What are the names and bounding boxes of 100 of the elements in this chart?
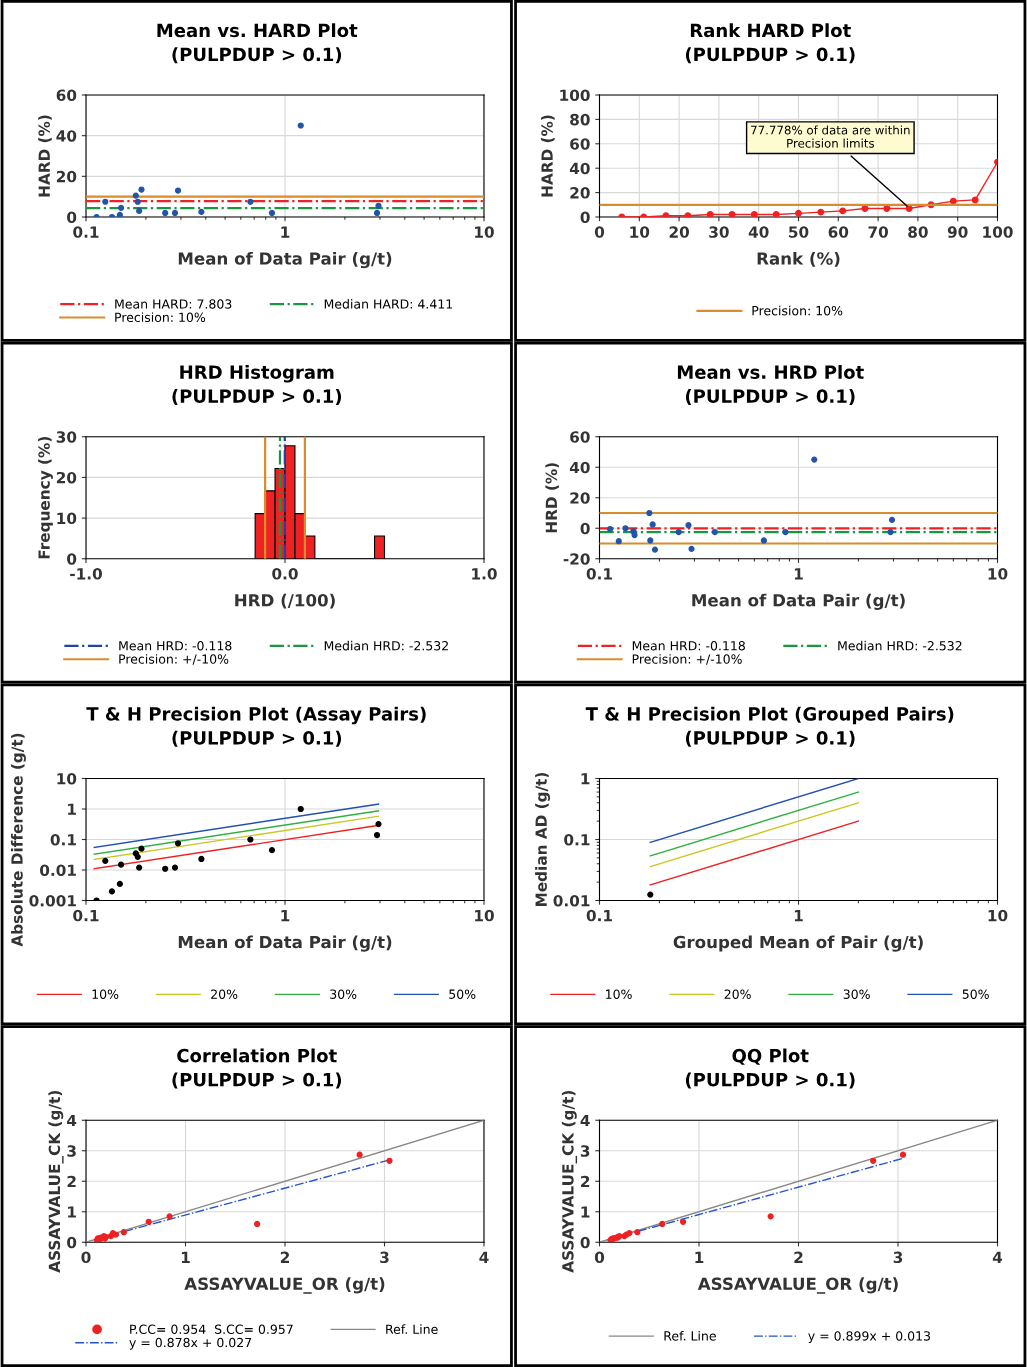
- x-tick-label: -1.0: [70, 568, 102, 580]
- y-tick-label: 20: [56, 471, 77, 484]
- chart-title: QQ Plot: [732, 1048, 809, 1065]
- x-tick-label: 10: [475, 226, 494, 238]
- chart-subtitle: (PULPDUP > 0.1): [172, 730, 342, 747]
- y-tick-label: 40: [569, 162, 590, 175]
- y-tick-label: 80: [570, 113, 590, 126]
- x-axis-title: Mean of Data Pair (g/t): [178, 251, 392, 269]
- x-tick-label: 10: [630, 226, 650, 238]
- y-tick-label: 4: [580, 1114, 590, 1127]
- y-tick-label: -20: [563, 553, 590, 565]
- legend-label: 50%: [449, 989, 476, 999]
- x-tick-label: 70: [868, 226, 888, 238]
- x-tick-label: 90: [947, 226, 968, 238]
- chart-subtitle: (PULPDUP > 0.1): [172, 47, 342, 64]
- y-tick-label: 4: [67, 1114, 77, 1127]
- y-tick-label: 0: [67, 1236, 77, 1249]
- y-tick-label: 60: [570, 138, 590, 150]
- chart-subtitle: (PULPDUP > 0.1): [685, 1072, 855, 1089]
- x-tick-label: 1: [794, 568, 803, 580]
- legend-label: Median HRD: -2.532: [838, 640, 962, 651]
- chart-subtitle: (PULPDUP > 0.1): [685, 730, 855, 747]
- y-tick-label: 20: [570, 492, 590, 504]
- x-axis-title: Mean of Data Pair (g/t): [692, 593, 905, 610]
- y-axis-title: HRD (%): [545, 463, 559, 533]
- legend-label: y = 0.878x + 0.027: [129, 1337, 252, 1350]
- chart-subtitle: (PULPDUP > 0.1): [172, 389, 342, 406]
- x-tick-label: 20: [669, 226, 689, 238]
- legend-label: 50%: [962, 989, 989, 999]
- x-tick-label: 0: [594, 226, 605, 238]
- y-tick-label: 0: [580, 1236, 590, 1249]
- x-tick-label: 0.0: [272, 568, 298, 580]
- x-tick-label: 1: [181, 1251, 190, 1263]
- y-tick-label: 0: [67, 211, 77, 224]
- chart-subtitle: (PULPDUP > 0.1): [172, 1072, 342, 1089]
- y-tick-label: 60: [570, 431, 590, 443]
- chart-subtitle: (PULPDUP > 0.1): [685, 47, 855, 64]
- x-axis-title: Grouped Mean of Pair (g/t): [673, 935, 923, 952]
- chart-title: Mean vs. HRD Plot: [677, 365, 864, 379]
- legend-label: 20%: [211, 989, 238, 999]
- y-axis-title: Frequency (%): [38, 437, 53, 559]
- x-tick-label: 0: [81, 1251, 91, 1264]
- x-tick-label: 1: [281, 910, 290, 922]
- chart-subtitle: (PULPDUP > 0.1): [685, 389, 855, 406]
- x-axis-title: ASSAYVALUE_OR (g/t): [184, 1277, 385, 1294]
- x-tick-label: 3: [380, 1251, 389, 1264]
- y-tick-label: 100: [560, 89, 590, 102]
- x-axis-title: Rank (%): [757, 251, 840, 267]
- legend-label: Median HARD: 4.411: [324, 299, 453, 309]
- x-tick-label: 40: [748, 226, 769, 238]
- y-tick-label: 1: [581, 773, 590, 785]
- y-axis-title: HARD (%): [38, 115, 52, 197]
- y-tick-label: 0.01: [553, 894, 590, 907]
- x-tick-label: 80: [908, 226, 928, 238]
- x-tick-label: 1: [794, 910, 803, 922]
- y-tick-label: 0: [67, 553, 77, 565]
- legend-label: 10%: [92, 989, 119, 999]
- y-axis-title: ASSAYVALUE_CK (g/t): [561, 1091, 578, 1273]
- x-axis-title: Mean of Data Pair (g/t): [178, 935, 392, 952]
- x-axis-title: ASSAYVALUE_OR (g/t): [697, 1277, 898, 1294]
- y-tick-label: 20: [56, 170, 77, 183]
- y-tick-label: 0.001: [29, 894, 76, 907]
- legend-label: Precision: +/-10%: [119, 654, 229, 665]
- x-tick-label: 10: [475, 909, 494, 922]
- y-tick-label: 1: [68, 1206, 76, 1218]
- legend-label: Precision: 10%: [115, 312, 206, 323]
- chart-title: HRD Histogram: [180, 364, 334, 383]
- y-tick-label: 1: [68, 803, 76, 815]
- x-tick-label: 4: [479, 1251, 489, 1263]
- y-tick-label: 3: [580, 1145, 590, 1157]
- legend-label: Mean HRD: -0.118: [632, 641, 745, 651]
- y-axis-title: Median AD (g/t): [535, 772, 550, 907]
- y-axis-title: HARD (%): [541, 115, 555, 197]
- legend-label: Mean HRD: -0.118: [119, 641, 232, 651]
- legend-label: Median HRD: -2.532: [324, 640, 448, 651]
- x-tick-label: 2: [280, 1251, 289, 1263]
- x-tick-label: 3: [893, 1251, 903, 1264]
- y-tick-label: 10: [57, 512, 77, 525]
- y-tick-label: 2: [67, 1175, 76, 1188]
- y-tick-label: 0.1: [50, 833, 76, 846]
- y-tick-label: 0: [580, 522, 590, 535]
- y-tick-label: 30: [56, 431, 77, 443]
- legend-label: 10%: [606, 989, 632, 999]
- legend-label: Ref. Line: [386, 1324, 438, 1334]
- x-tick-label: 10: [988, 568, 1008, 580]
- x-tick-label: 0: [594, 1251, 605, 1264]
- legend-label: y = 0.899x + 0.013: [808, 1331, 930, 1344]
- chart-title: T & H Precision Plot (Grouped Pairs): [585, 706, 954, 725]
- x-tick-label: 30: [709, 226, 729, 238]
- chart-title: Rank HARD Plot: [690, 23, 851, 38]
- x-axis-title: HRD (/100): [235, 593, 335, 609]
- x-tick-label: 4: [992, 1251, 1003, 1263]
- y-tick-label: 0.01: [40, 864, 76, 877]
- y-axis-title: Absolute Difference (g/t): [10, 733, 26, 947]
- legend-label: 30%: [843, 989, 870, 999]
- y-axis-title: ASSAYVALUE_CK (g/t): [48, 1091, 64, 1273]
- y-tick-label: 1: [581, 1206, 590, 1218]
- y-tick-label: 40: [569, 461, 590, 474]
- legend-label: 30%: [330, 989, 357, 999]
- x-tick-label: 10: [988, 909, 1008, 922]
